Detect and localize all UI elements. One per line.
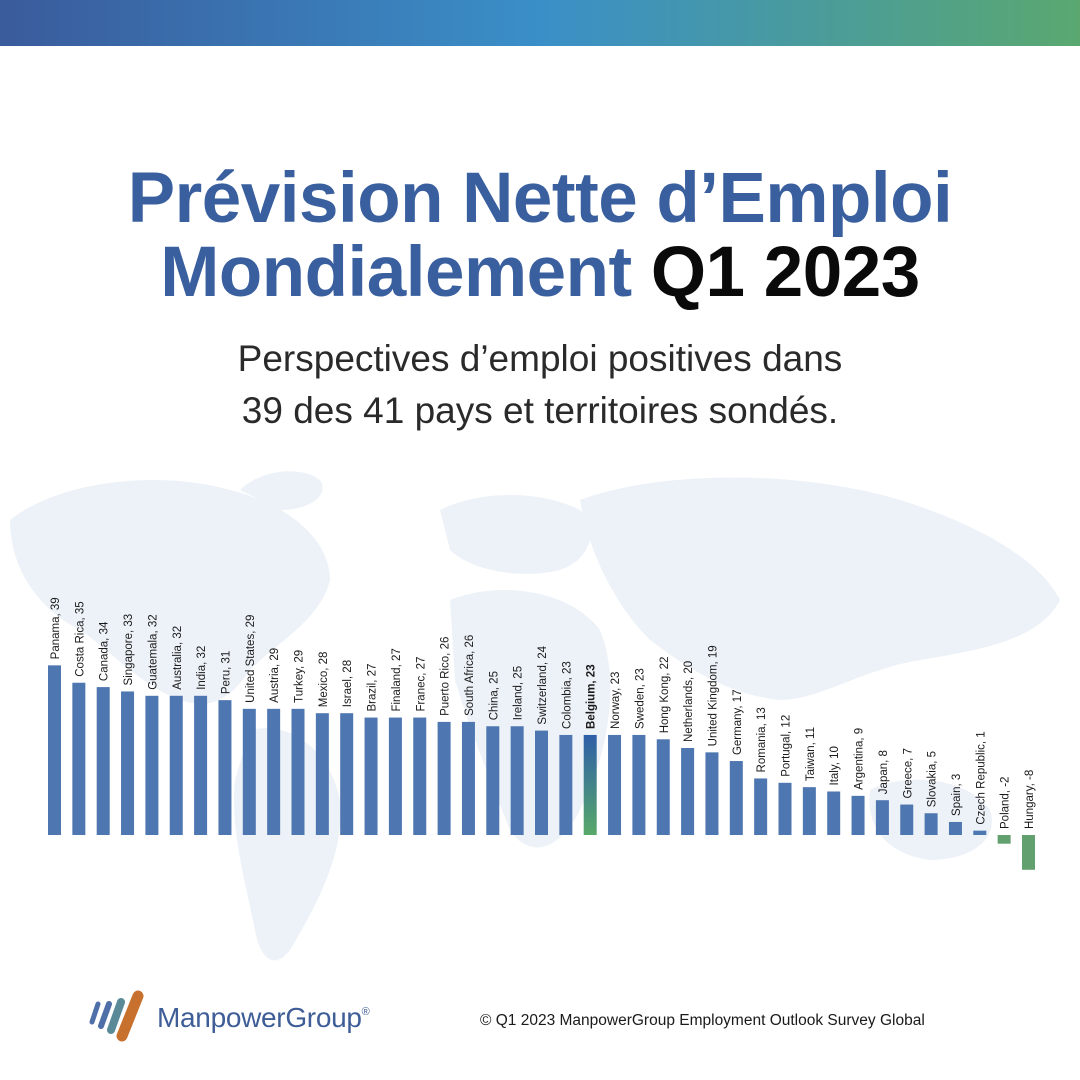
bar-peru: [218, 700, 232, 835]
subtitle-line-1: Perspectives d’emploi positives dans: [237, 338, 843, 379]
bar-germany: [729, 761, 743, 835]
bar-label-sweden: Sweden, 23: [634, 668, 646, 729]
bar-australia: [169, 695, 183, 835]
bar-label-belgium: Belgium, 23: [586, 664, 598, 729]
bar-label-guatemala: Guatemala, 32: [147, 614, 159, 689]
bar-norway: [608, 734, 622, 835]
bar-label-colombia: Colombia, 23: [561, 661, 573, 729]
bar-label-turkey: Turkey, 29: [294, 650, 306, 703]
bar-panama: [48, 665, 61, 835]
bar-label-australia: Australia, 32: [172, 626, 184, 690]
bar-label-finaland: Finaland, 27: [391, 648, 403, 711]
bar-switzerland: [535, 730, 548, 835]
bar-china: [486, 726, 500, 835]
bar-label-china: China, 25: [488, 671, 500, 720]
bar-label-franec: Franec, 27: [415, 657, 427, 712]
bar-greece: [900, 804, 914, 835]
bar-label-hungary: Hungary, -8: [1024, 770, 1036, 829]
bar-colombia: [559, 734, 573, 835]
bar-label-spain: Spain, 3: [951, 774, 963, 816]
bar-united-kingdom: [705, 752, 719, 835]
bar-label-italy: Italy, 10: [829, 746, 841, 785]
world-map-background: [10, 471, 1060, 961]
manpowergroup-logo: [89, 990, 144, 1042]
bar-label-mexico: Mexico, 28: [318, 652, 330, 708]
bar-label-united-states: United States, 29: [245, 615, 257, 703]
bar-label-germany: Germany, 17: [732, 689, 744, 755]
bar-label-israel: Israel, 28: [342, 660, 354, 707]
title-line-1: Prévision Nette d’Emploi: [127, 159, 953, 238]
bar-costa-rica: [72, 682, 86, 835]
bar-label-austria: Austria, 29: [269, 648, 281, 703]
bar-labels-group: Panama, 39 Costa Rica, 35 Canada, 34 Singap…: [50, 597, 1036, 829]
bar-label-japan: Japan, 8: [878, 750, 890, 794]
bar-spain: [948, 821, 962, 835]
bar-label-netherlands: Netherlands, 20: [683, 661, 695, 742]
bar-brazil: [364, 717, 378, 835]
bar-ireland: [510, 726, 524, 835]
bar-label-romania: Romania, 13: [756, 707, 768, 772]
bar-romania: [754, 778, 768, 835]
bar-label-norway: Norway, 23: [610, 672, 622, 729]
chart-subtitle: Perspectives d’emploi positives dans 39 …: [0, 333, 1080, 437]
bar-label-poland: Poland, -2: [1000, 777, 1012, 829]
bar-franec: [413, 717, 427, 835]
bar-label-portugal: Portugal, 12: [781, 715, 793, 777]
bar-turkey: [291, 708, 305, 835]
bar-label-singapore: Singapore, 33: [123, 614, 135, 686]
bar-south-africa: [461, 721, 475, 835]
bar-label-slovakia: Slovakia, 5: [927, 751, 939, 807]
logo-wordmark: ManpowerGroup®: [157, 1002, 370, 1033]
bar-label-hong-kong: Hong Kong, 22: [659, 657, 671, 734]
bar-label-ireland: Ireland, 25: [513, 666, 525, 720]
bar-argentina: [851, 795, 865, 835]
bar-label-canada: Canada, 34: [99, 621, 111, 681]
bar-chart: Panama, 39 Costa Rica, 35 Canada, 34 Singap…: [48, 597, 1036, 870]
bar-label-india: India, 32: [196, 646, 208, 690]
bar-hungary: [1022, 835, 1035, 870]
bar-puerto-rico: [437, 721, 451, 835]
bar-mexico: [315, 713, 329, 835]
bar-label-puerto-rico: Puerto Rico, 26: [440, 637, 452, 716]
bar-label-argentina: Argentina, 9: [854, 728, 866, 790]
bar-india: [194, 695, 208, 835]
header-gradient-band: [0, 0, 1080, 46]
source-note: © Q1 2023 ManpowerGroup Employment Outlo…: [480, 1012, 925, 1029]
bar-label-south-africa: South Africa, 26: [464, 635, 476, 716]
bar-israel: [340, 713, 354, 835]
bar-canada: [96, 687, 110, 835]
bar-japan: [875, 800, 889, 835]
bar-label-czech-republic: Czech Republic, 1: [975, 731, 987, 824]
bar-sweden: [632, 734, 646, 835]
bar-czech-republic: [973, 830, 987, 835]
bar-italy: [827, 791, 841, 835]
bar-label-switzerland: Switzerland, 24: [537, 645, 549, 724]
bar-label-greece: Greece, 7: [902, 748, 914, 799]
bar-label-costa-rica: Costa Rica, 35: [74, 601, 86, 676]
bar-label-brazil: Brazil, 27: [367, 664, 379, 712]
bar-poland: [997, 835, 1011, 844]
bar-label-peru: Peru, 31: [220, 651, 232, 694]
bar-label-united-kingdom: United Kingdom, 19: [707, 645, 719, 746]
bar-slovakia: [924, 813, 938, 835]
bar-netherlands: [681, 748, 695, 835]
bar-singapore: [121, 691, 135, 835]
bar-finaland: [388, 717, 402, 835]
bar-hong-kong: [656, 739, 670, 835]
subtitle-line-2: 39 des 41 pays et territoires sondés.: [241, 390, 839, 431]
bar-portugal: [778, 782, 792, 835]
title-line-2-blue: Mondialement: [160, 233, 632, 312]
title-line-2-black: Q1 2023: [650, 233, 920, 312]
bar-belgium: [583, 734, 597, 835]
bars-group: [48, 665, 1035, 870]
bar-austria: [267, 708, 281, 835]
chart-title: Prévision Nette d’Emploi Mondialement Q1…: [0, 162, 1080, 310]
bar-label-panama: Panama, 39: [50, 597, 62, 659]
bar-taiwan: [802, 787, 816, 835]
bar-label-taiwan: Taiwan, 11: [805, 727, 817, 781]
bar-guatemala: [145, 695, 159, 835]
bar-united-states: [242, 708, 256, 835]
